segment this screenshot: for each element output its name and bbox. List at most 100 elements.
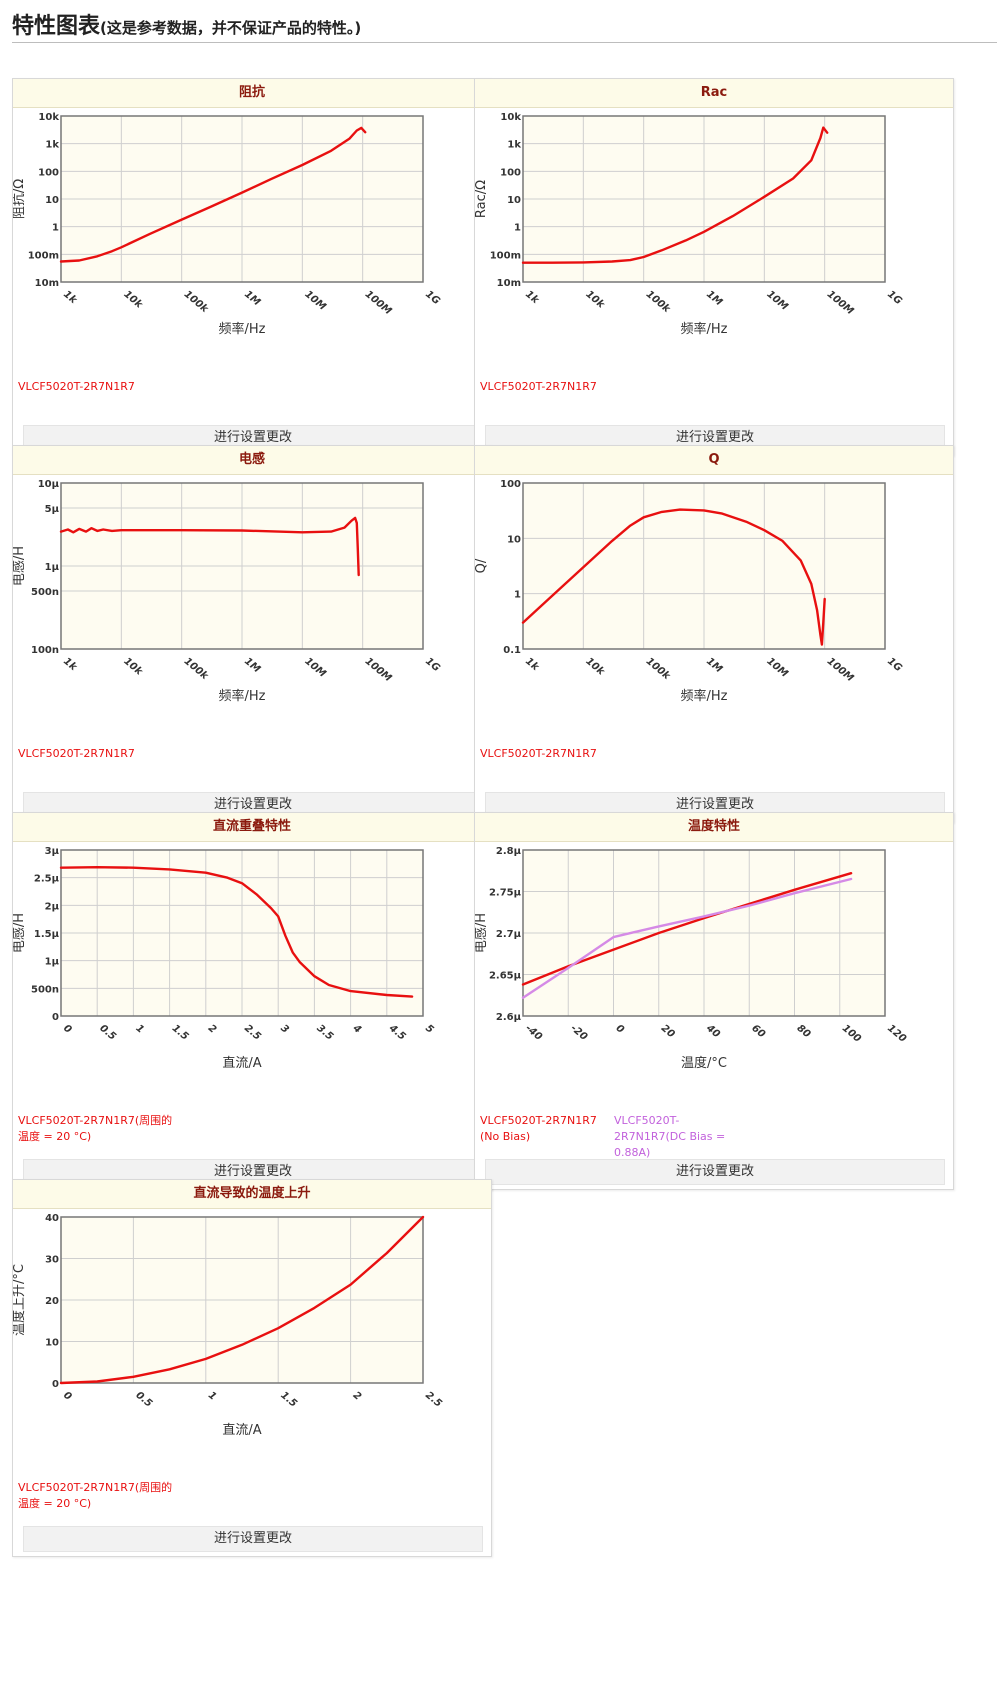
y-tick-label: 1 xyxy=(514,223,521,234)
chart-panel-dc-bias: 直流重叠特性 0 0.5 1 1.5 2 2.5 3 3.5 4 4.5 5 0 500n 1μ 1.5μ 2… xyxy=(11,812,492,1190)
x-tick-label: 20 xyxy=(659,1023,677,1040)
x-tick-label: 100M xyxy=(825,656,856,684)
chart-panel-temp-rise: 直流导致的温度上升 0 0.5 1 1.5 2 2.5 0 10 20 30 40 直流/A 温度上升/… xyxy=(11,1179,492,1557)
y-tick-label: 40 xyxy=(45,1213,59,1224)
series-line xyxy=(59,866,414,998)
x-tick-label: 1k xyxy=(523,656,542,674)
y-tick-label: 20 xyxy=(45,1296,59,1307)
panel-title: 直流重叠特性 xyxy=(13,813,491,842)
panel-title: 阻抗 xyxy=(13,79,491,108)
y-tick-label: 0.1 xyxy=(503,645,521,656)
x-tick-label: 40 xyxy=(703,1022,722,1040)
panel-title: Q xyxy=(475,446,953,475)
y-tick-label: 30 xyxy=(45,1255,59,1266)
x-axis-title: 直流/A xyxy=(222,1423,261,1438)
impedance-chart: 1k 10k 100k 1M 10M 100M 1G 10m 100m 1 10 100 1k 10k 频率… xyxy=(12,108,491,347)
series-line xyxy=(521,877,853,999)
y-tick-label: 2.6μ xyxy=(496,1012,522,1023)
x-tick-label: 1M xyxy=(242,289,262,308)
rac-chart: 1k 10k 100k 1M 10M 100M 1G 10m 100m 1 10 100 1k 10k 频率… xyxy=(474,108,953,347)
x-tick-label: 1M xyxy=(242,656,262,675)
y-tick-label: 100m xyxy=(28,250,59,261)
change-settings-button[interactable]: 进行设置更改 xyxy=(485,1159,945,1185)
x-tick-label: 10k xyxy=(583,289,607,312)
chart-svg: 1k 10k 100k 1M 10M 100M 1G 10m 100m 1 10 100 1k 10k 频率… xyxy=(474,112,904,337)
y-axis-title: 电感/H xyxy=(13,913,27,953)
chart-panel-impedance: 阻抗 1k 10k 100k 1M 10M 100M 1G 10m 100m 1 10 100 1k 10… xyxy=(12,78,492,456)
change-settings-button[interactable]: 进行设置更改 xyxy=(23,1526,483,1552)
x-tick-label: 3.5 xyxy=(314,1023,335,1043)
x-tick-label: 10k xyxy=(583,656,607,679)
x-tick-label: 1k xyxy=(61,656,80,674)
x-tick-label: 0.5 xyxy=(97,1023,118,1043)
y-tick-label: 0 xyxy=(52,1379,59,1390)
x-tick-label: 100k xyxy=(644,656,673,683)
x-tick-label: 100M xyxy=(363,289,394,317)
y-tick-label: 3μ xyxy=(45,846,60,857)
y-tick-label: 2.75μ xyxy=(489,888,522,899)
panel-title: 温度特性 xyxy=(475,813,953,842)
y-axis-title: 温度上升/°C xyxy=(13,1264,27,1336)
y-axis-title: 电感/H xyxy=(13,546,27,586)
x-tick-label: 0 xyxy=(614,1023,626,1036)
y-tick-label: 100 xyxy=(500,167,521,178)
plot-frame xyxy=(60,115,424,283)
legend-entry: VLCF5020T-2R7N1R7(周围的温度 = 20 °C) xyxy=(18,1481,173,1510)
x-tick-label: 2.5 xyxy=(423,1390,444,1410)
x-tick-label: 2.5 xyxy=(242,1023,263,1043)
x-tick-label: 0 xyxy=(61,1023,73,1036)
y-tick-label: 10 xyxy=(45,1338,59,1349)
legend-entry: VLCF5020T-2R7N1R7(周围的温度 = 20 °C) xyxy=(18,1114,173,1143)
y-axis-title: 阻抗/Ω xyxy=(13,179,27,219)
x-tick-label: 1G xyxy=(885,289,904,307)
x-tick-label: 1G xyxy=(423,289,442,307)
y-tick-label: 10 xyxy=(507,534,521,545)
x-tick-label: 100k xyxy=(182,289,211,316)
x-tick-label: 1.5 xyxy=(278,1390,299,1410)
legend-entry: VLCF5020T-2R7N1R7(DC Bias = 0.88A) xyxy=(614,1114,726,1159)
chart-svg: 0 0.5 1 1.5 2 2.5 3 3.5 4 4.5 5 0 500n 1μ 1.5μ 2μ 2.5μ 3μ… xyxy=(11,846,436,1071)
x-tick-label: 60 xyxy=(749,1023,767,1040)
x-tick-label: 0 xyxy=(61,1390,73,1403)
x-axis-title: 直流/A xyxy=(222,1056,261,1071)
x-tick-label: 1.5 xyxy=(170,1023,191,1043)
x-tick-label: 10k xyxy=(121,289,145,312)
x-tick-label: 100k xyxy=(644,289,673,316)
chart-panel-q: Q 1k 10k 100k 1M 10M 100M 1G 0.1 1 10 100 频率/Hz Q/ V… xyxy=(474,445,954,823)
x-tick-label: 1 xyxy=(133,1023,145,1036)
q-chart: 1k 10k 100k 1M 10M 100M 1G 0.1 1 10 100 频率/Hz Q/ xyxy=(474,475,953,714)
x-tick-label: 4.5 xyxy=(386,1022,407,1042)
y-tick-label: 10m xyxy=(35,278,59,289)
plot-frame xyxy=(522,115,886,283)
legend-entry: VLCF5020T-2R7N1R7 xyxy=(18,747,135,760)
x-axis-title: 频率/Hz xyxy=(219,321,266,337)
y-tick-label: 100 xyxy=(38,167,59,178)
chart-svg: 1k 10k 100k 1M 10M 100M 1G 100n 500n 1μ 5μ 10μ 频率/Hz… xyxy=(11,479,442,704)
x-tick-label: 10k xyxy=(121,656,145,679)
legend-entry: VLCF5020T-2R7N1R7 (No Bias) xyxy=(480,1114,597,1143)
y-tick-label: 10 xyxy=(507,195,521,206)
x-tick-label: 1k xyxy=(61,289,80,307)
legend-entry: VLCF5020T-2R7N1R7 xyxy=(18,380,135,393)
y-tick-label: 1k xyxy=(507,140,521,151)
y-tick-label: 2.5μ xyxy=(34,874,60,885)
temp-rise-chart: 0 0.5 1 1.5 2 2.5 0 10 20 30 40 直流/A 温度上升/°C xyxy=(11,1209,491,1448)
y-tick-label: 2μ xyxy=(45,901,60,912)
plot-frame xyxy=(60,1216,424,1384)
series-line xyxy=(521,126,829,264)
x-axis-title: 温度/°C xyxy=(681,1055,727,1071)
panel-title: Rac xyxy=(475,79,953,108)
x-axis-title: 频率/Hz xyxy=(219,688,266,704)
x-tick-label: 1M xyxy=(704,289,724,308)
y-tick-label: 500n xyxy=(31,984,59,995)
plot-frame xyxy=(60,482,424,650)
x-tick-label: 80 xyxy=(795,1023,813,1040)
panel-title: 直流导致的温度上升 xyxy=(13,1180,491,1209)
y-tick-label: 1μ xyxy=(45,562,60,573)
legend-entry: VLCF5020T-2R7N1R7 xyxy=(480,380,597,393)
x-tick-label: 100M xyxy=(363,656,394,684)
x-tick-label: 10M xyxy=(764,656,789,680)
x-axis-title: 频率/Hz xyxy=(681,321,728,337)
y-tick-label: 100 xyxy=(500,479,521,490)
plot-frame xyxy=(522,482,886,650)
